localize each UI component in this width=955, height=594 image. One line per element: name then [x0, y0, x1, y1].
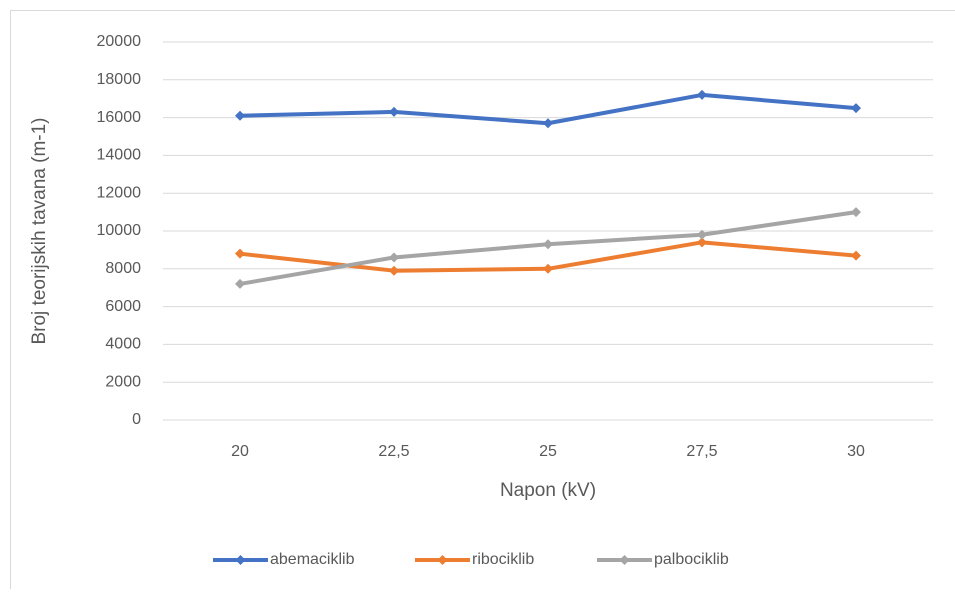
- x-tick-label: 27,5: [686, 443, 717, 460]
- point-marker: [543, 239, 553, 249]
- point-marker: [235, 249, 245, 259]
- y-tick-label: 2000: [105, 373, 141, 390]
- y-tick-label: 20000: [97, 33, 142, 50]
- point-marker: [851, 103, 861, 113]
- point-marker: [235, 111, 245, 121]
- point-marker: [851, 207, 861, 217]
- y-tick-label: 10000: [97, 222, 142, 239]
- point-marker: [389, 107, 399, 117]
- point-marker: [851, 251, 861, 261]
- point-marker: [543, 118, 553, 128]
- y-tick-label: 18000: [97, 71, 142, 88]
- legend-label: palbociklib: [654, 551, 729, 568]
- y-tick-label: 12000: [97, 184, 142, 201]
- y-tick-label: 4000: [105, 336, 141, 353]
- chart-frame: [11, 11, 955, 590]
- y-tick-label: 0: [132, 411, 141, 428]
- x-tick-label: 25: [539, 443, 557, 460]
- legend-marker: [438, 555, 448, 565]
- point-marker: [235, 279, 245, 289]
- y-tick-label: 8000: [105, 260, 141, 277]
- legend-marker: [236, 555, 246, 565]
- x-tick-label: 30: [847, 443, 865, 460]
- x-tick-label: 22,5: [378, 443, 409, 460]
- x-axis-title: Napon (kV): [500, 480, 596, 501]
- y-axis-title: Broj teorijskih tavana (m-1): [29, 117, 50, 344]
- y-tick-label: 16000: [97, 109, 142, 126]
- legend-marker: [620, 555, 630, 565]
- y-tick-label: 14000: [97, 147, 142, 164]
- x-tick-label: 20: [231, 443, 249, 460]
- point-marker: [543, 264, 553, 274]
- point-marker: [389, 252, 399, 262]
- point-marker: [697, 90, 707, 100]
- legend-label: ribociklib: [472, 551, 534, 568]
- point-marker: [389, 266, 399, 276]
- legend-label: abemaciklib: [270, 551, 355, 568]
- y-tick-label: 6000: [105, 298, 141, 315]
